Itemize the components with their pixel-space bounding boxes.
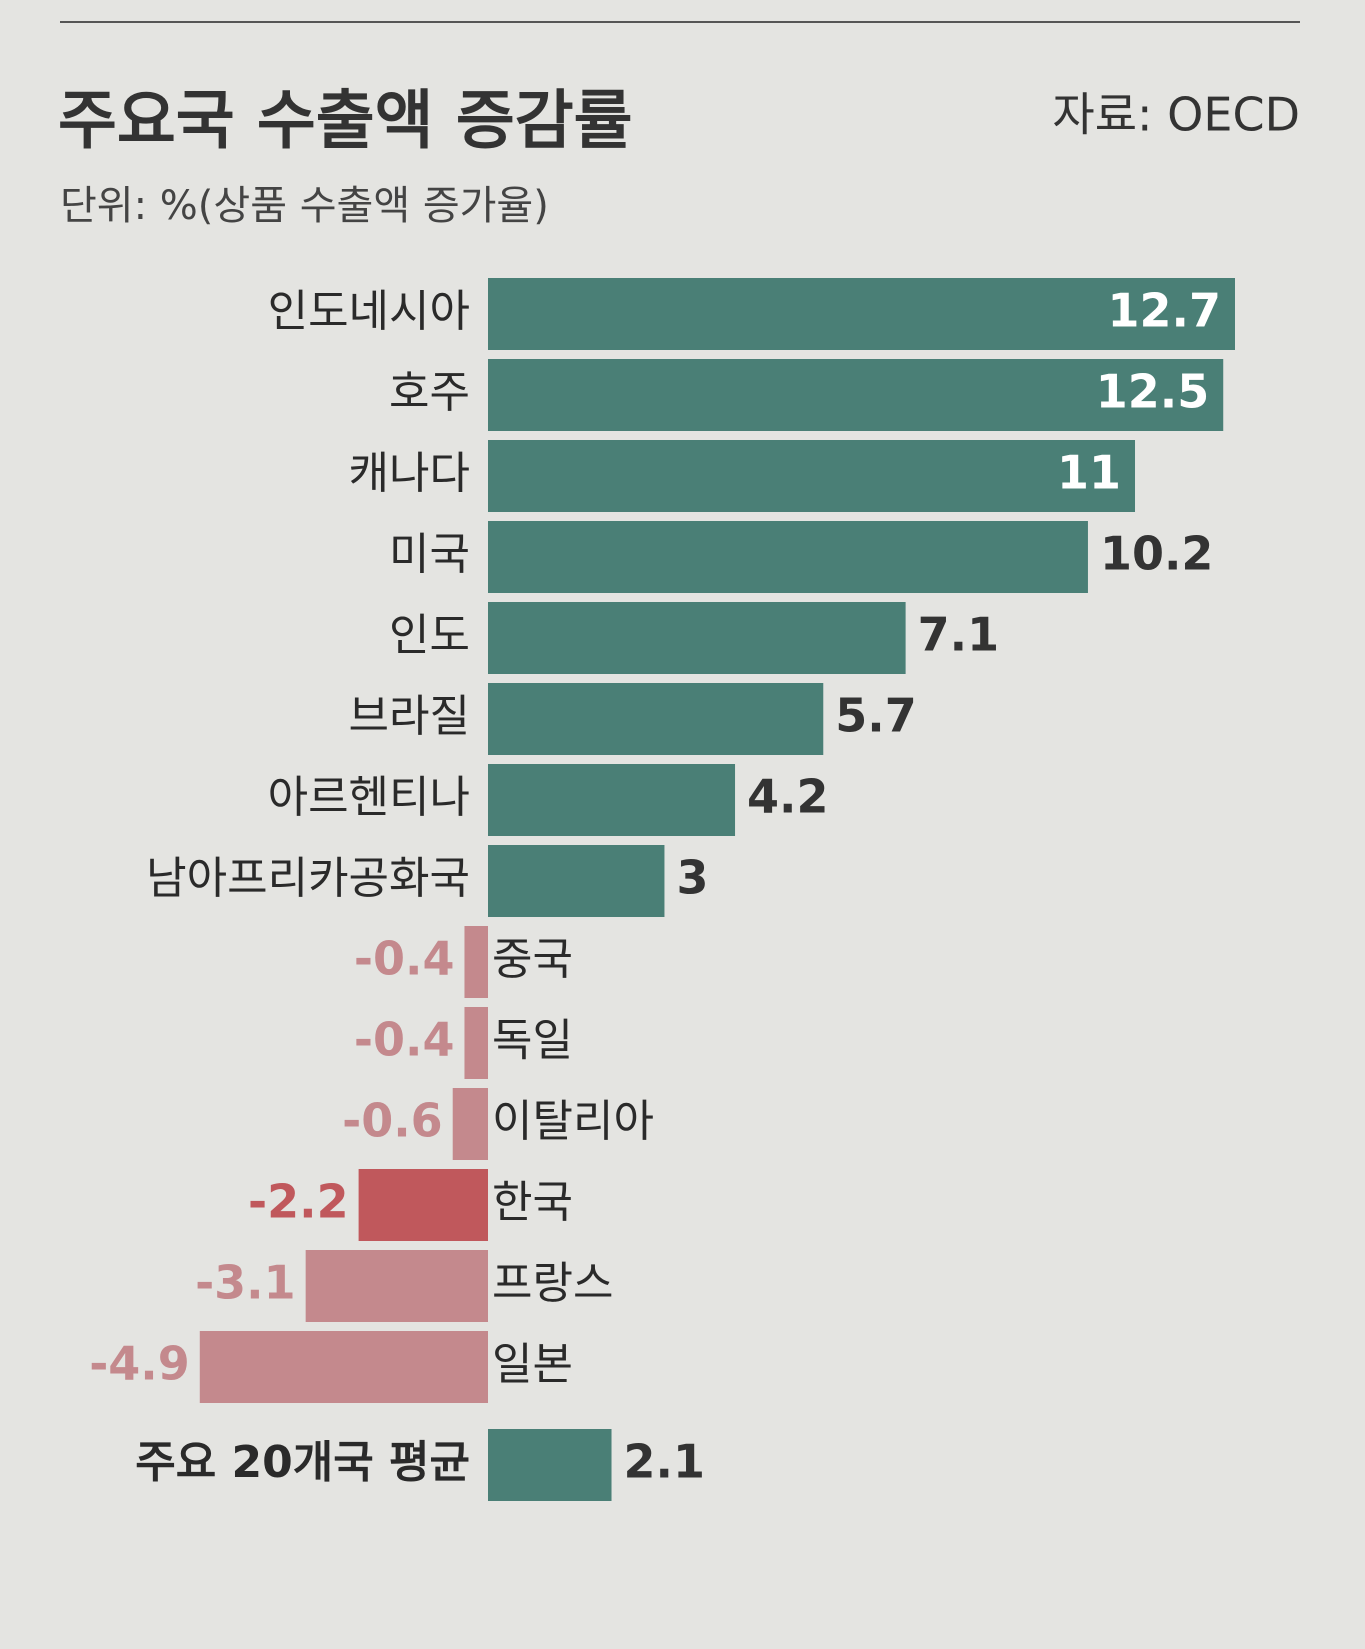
category-label: 인도 [389, 610, 470, 661]
bar [464, 1007, 488, 1079]
value-label: 12.5 [1096, 365, 1210, 419]
bar [452, 1088, 488, 1160]
chart-title: 주요국 수출액 증감률 [58, 85, 632, 159]
bar [464, 926, 488, 998]
value-label: -2.2 [248, 1175, 349, 1229]
value-label: 11 [1057, 446, 1121, 500]
bar [488, 845, 665, 917]
bar [488, 1429, 612, 1501]
value-label: -0.4 [354, 932, 455, 986]
source: 자료: OECD [1052, 88, 1300, 142]
category-label: 이탈리아 [492, 1096, 654, 1147]
bar [488, 440, 1136, 512]
bar [488, 602, 906, 674]
bar [488, 359, 1224, 431]
category-label: 미국 [389, 529, 470, 580]
bar [488, 521, 1088, 593]
value-label: 7.1 [918, 608, 1000, 662]
category-label: 인도네시아 [268, 286, 470, 337]
category-label: 호주 [389, 367, 470, 418]
category-label: 캐나다 [349, 448, 470, 499]
value-label: -3.1 [195, 1256, 296, 1310]
value-label: 10.2 [1100, 527, 1214, 581]
value-label: 5.7 [835, 689, 917, 743]
value-label: 3 [676, 851, 708, 905]
chart-subtitle: 단위: %(상품 수출액 증가율) [60, 183, 549, 229]
value-label: 12.7 [1108, 284, 1222, 338]
bar [305, 1250, 488, 1322]
category-label: 주요 20개국 평균 [135, 1437, 470, 1488]
bar [199, 1331, 488, 1403]
bar [488, 683, 824, 755]
category-label: 독일 [492, 1015, 573, 1066]
category-label: 아르헨티나 [268, 772, 470, 823]
bar [358, 1169, 488, 1241]
category-label: 일본 [492, 1339, 573, 1390]
value-label: 4.2 [747, 770, 829, 824]
bar [488, 764, 736, 836]
category-label: 남아프리카공화국 [146, 853, 470, 904]
value-label: 2.1 [624, 1435, 706, 1489]
category-label: 프랑스 [492, 1258, 613, 1309]
value-label: -0.4 [354, 1013, 455, 1067]
category-label: 한국 [492, 1177, 573, 1228]
value-label: -4.9 [89, 1337, 190, 1391]
bar [488, 278, 1235, 350]
value-label: -0.6 [342, 1094, 443, 1148]
category-label: 중국 [492, 934, 573, 985]
category-label: 브라질 [349, 691, 470, 742]
